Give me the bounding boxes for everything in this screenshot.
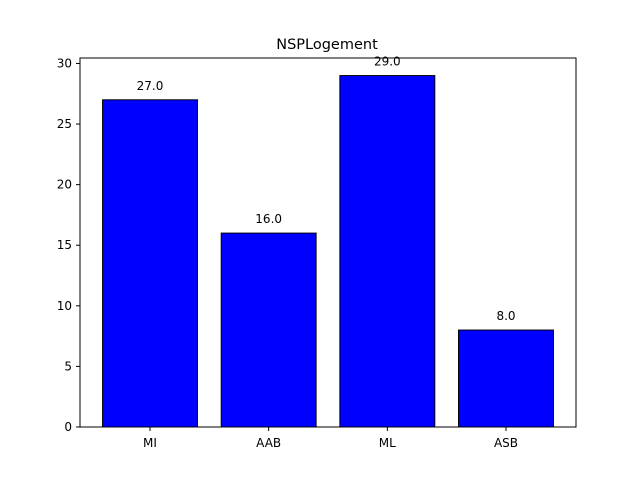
- y-tick-label: 25: [57, 117, 72, 131]
- plot-frame: [79, 57, 577, 428]
- y-tick-label: 30: [57, 56, 72, 70]
- y-tick-label: 20: [57, 178, 72, 192]
- bar-aab: [220, 232, 317, 428]
- bar-value-label: 29.0: [374, 55, 401, 69]
- bar-value-label: 27.0: [137, 79, 164, 93]
- y-tick-label: 0: [64, 420, 72, 434]
- bar-value-label: 8.0: [496, 309, 515, 323]
- x-axis: MI AAB ML ASB: [143, 427, 518, 450]
- bar-mi: [102, 99, 198, 428]
- y-axis: 0 5 10 15 20 25 30: [57, 56, 80, 434]
- bars-group: [102, 75, 554, 428]
- y-tick-label: 10: [57, 299, 72, 313]
- x-tick-label: ASB: [494, 436, 518, 450]
- bar-value-label: 16.0: [255, 212, 282, 226]
- x-tick-label: ML: [379, 436, 396, 450]
- x-tick-label: AAB: [256, 436, 281, 450]
- y-tick-label: 15: [57, 238, 72, 252]
- y-tick-label: 5: [64, 359, 72, 373]
- x-tick-label: MI: [143, 436, 157, 450]
- bar-asb: [458, 329, 554, 428]
- bar-ml: [339, 75, 436, 428]
- chart-title: NSPLogement: [276, 37, 378, 53]
